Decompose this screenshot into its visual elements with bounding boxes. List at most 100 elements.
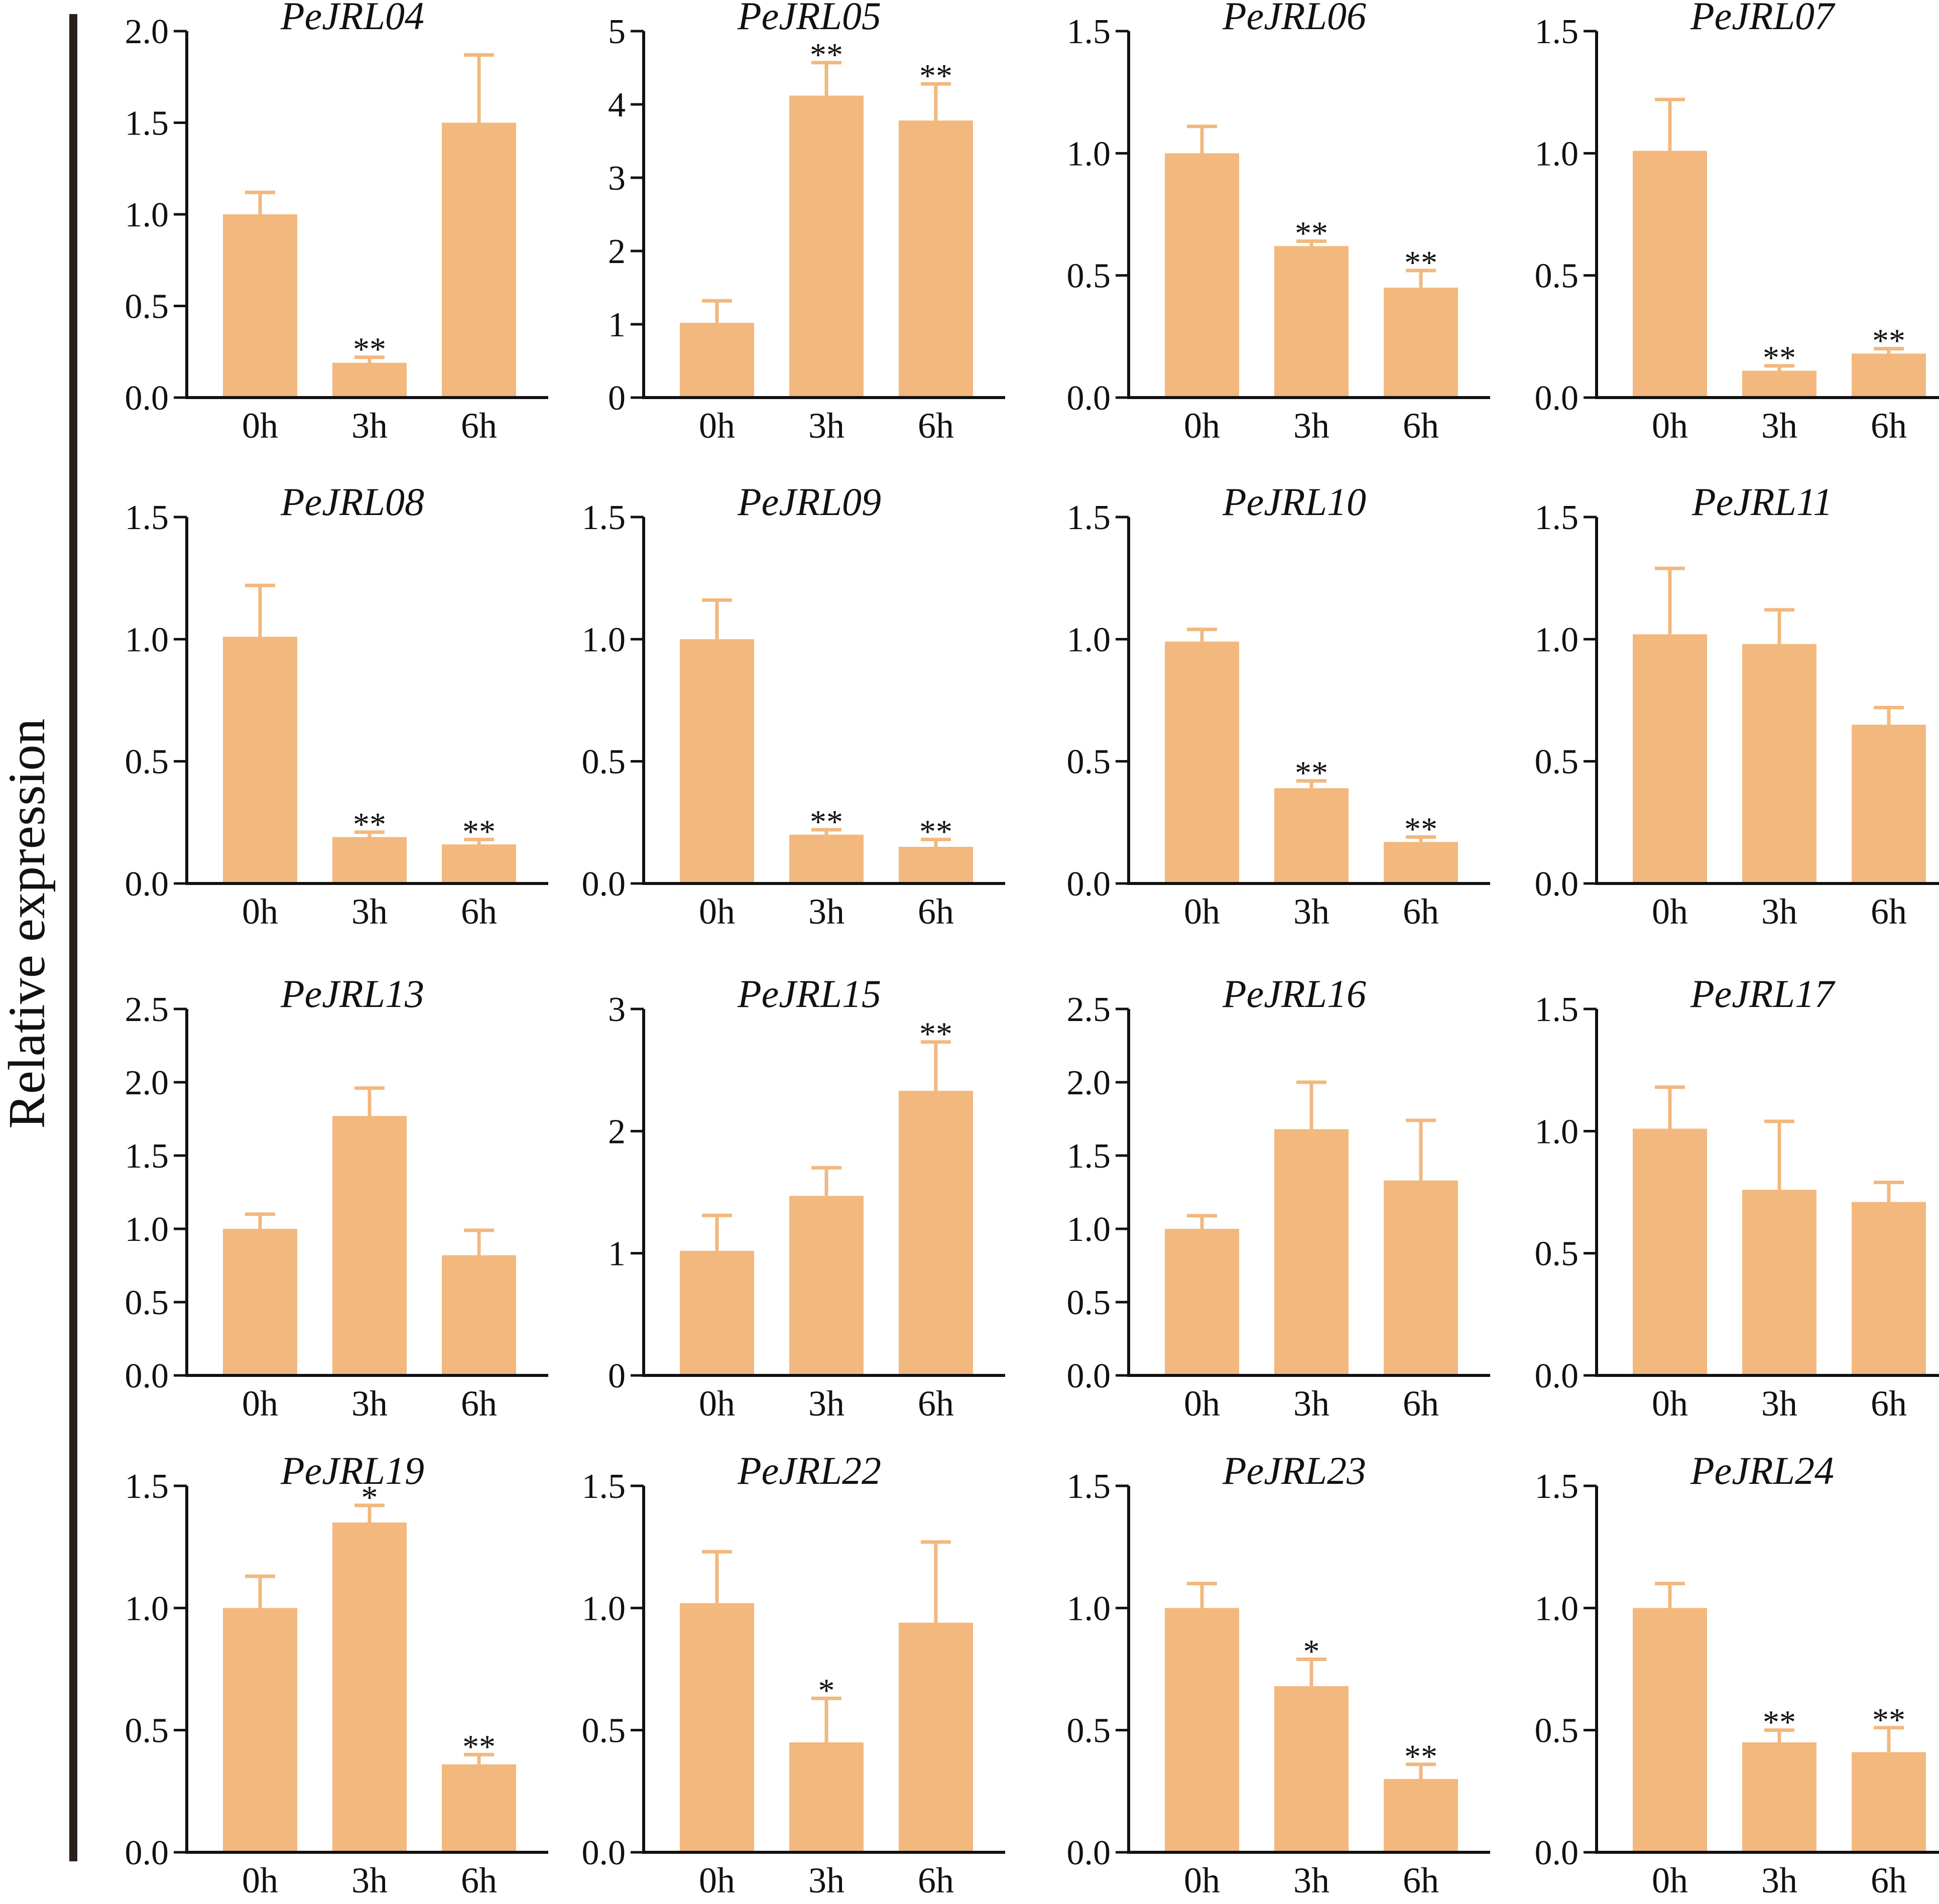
significance-marker: **: [1763, 340, 1796, 376]
bar-6h: [1852, 725, 1926, 883]
y-tick-label: 1: [608, 1235, 626, 1274]
x-tick-label: 3h: [351, 1383, 388, 1424]
x-tick-label: 0h: [242, 1383, 278, 1424]
y-tick-label: 0.5: [125, 1284, 169, 1322]
panel-title: PeJRL09: [737, 480, 881, 524]
bar-3h: [332, 1522, 407, 1852]
y-tick-label: 1.5: [1067, 13, 1111, 51]
y-tick-label: 1.0: [1067, 135, 1111, 173]
y-tick-label: 1.0: [1067, 620, 1111, 659]
panel-title: PeJRL22: [737, 1449, 881, 1492]
bar-3h: [789, 835, 864, 883]
panel-title: PeJRL08: [280, 480, 424, 524]
bar-3h: [332, 1116, 407, 1375]
y-tick-label: 1.0: [125, 620, 169, 659]
y-tick-label: 0.5: [125, 743, 169, 782]
y-tick-label: 0.5: [582, 1712, 626, 1750]
bar-0h: [680, 1603, 754, 1852]
bar-3h: [1274, 246, 1349, 398]
y-tick-label: 2: [608, 232, 626, 271]
y-tick-label: 0.0: [1535, 865, 1579, 904]
panel-title: PeJRL04: [280, 0, 424, 38]
y-tick-label: 1.5: [1067, 498, 1111, 537]
bar-3h: [1274, 788, 1349, 883]
bar-6h: [1384, 1181, 1458, 1375]
y-tick-label: 3: [608, 159, 626, 198]
x-tick-label: 3h: [808, 892, 844, 932]
significance-marker: *: [361, 1479, 378, 1516]
bar-0h: [1165, 153, 1239, 398]
x-tick-label: 0h: [1652, 892, 1688, 932]
bar-0h: [1165, 1229, 1239, 1375]
y-tick-label: 2.0: [125, 13, 169, 51]
x-tick-label: 3h: [351, 1860, 388, 1900]
significance-marker: **: [810, 804, 843, 840]
bar-3h: [789, 1196, 864, 1375]
x-tick-label: 3h: [351, 406, 388, 446]
y-tick-label: 0.0: [1067, 865, 1111, 904]
bar-6h: [442, 123, 516, 398]
y-tick-label: 0: [608, 379, 626, 418]
bar-6h: [1852, 1202, 1926, 1375]
bar-6h: [442, 1255, 516, 1375]
y-tick-label: 1.5: [125, 498, 169, 537]
significance-marker: **: [1404, 244, 1437, 281]
x-tick-label: 6h: [918, 892, 954, 932]
x-tick-label: 0h: [1184, 1860, 1220, 1900]
y-tick-label: 1.0: [1535, 1112, 1579, 1151]
bar-6h: [1852, 353, 1926, 398]
y-tick-label: 1.5: [1535, 498, 1579, 537]
panel-title: PeJRL15: [737, 972, 881, 1016]
x-tick-label: 3h: [1761, 1860, 1797, 1900]
bar-0h: [1633, 1608, 1707, 1852]
x-tick-label: 6h: [461, 1860, 497, 1900]
x-tick-label: 0h: [1184, 1383, 1220, 1424]
panel-title: PeJRL24: [1690, 1449, 1834, 1492]
x-tick-label: 3h: [1761, 1383, 1797, 1424]
bar-0h: [680, 1251, 754, 1375]
significance-marker: *: [1303, 1633, 1320, 1670]
y-tick-label: 0.0: [582, 1834, 626, 1872]
x-tick-label: 3h: [1761, 406, 1797, 446]
y-tick-label: 0.5: [1535, 257, 1579, 296]
y-tick-label: 5: [608, 13, 626, 51]
bar-3h: [789, 1742, 864, 1852]
bar-6h: [1852, 1752, 1926, 1852]
x-tick-label: 6h: [461, 892, 497, 932]
x-tick-label: 0h: [1652, 1860, 1688, 1900]
bar-0h: [680, 323, 754, 398]
y-tick-label: 1.0: [582, 1589, 626, 1628]
y-tick-label: 0.0: [1535, 1357, 1579, 1395]
significance-marker: **: [810, 37, 843, 73]
x-tick-label: 6h: [918, 406, 954, 446]
bar-6h: [1384, 842, 1458, 883]
panel-title: PeJRL05: [737, 0, 881, 38]
y-tick-label: 0.5: [1067, 1284, 1111, 1322]
significance-marker: **: [353, 331, 386, 368]
y-tick-label: 0.0: [1067, 379, 1111, 418]
x-tick-label: 6h: [918, 1860, 954, 1900]
y-tick-label: 1.0: [125, 196, 169, 234]
x-tick-label: 6h: [1871, 406, 1907, 446]
x-tick-label: 3h: [808, 1383, 844, 1424]
significance-marker: **: [919, 1016, 952, 1053]
significance-marker: **: [1404, 1738, 1437, 1775]
y-tick-label: 2.5: [125, 990, 169, 1029]
y-tick-label: 0.5: [1535, 1235, 1579, 1274]
x-tick-label: 6h: [1871, 892, 1907, 932]
significance-marker: **: [1295, 215, 1328, 252]
bar-3h: [332, 363, 407, 398]
x-tick-label: 6h: [1403, 1860, 1439, 1900]
significance-marker: **: [1404, 811, 1437, 848]
y-tick-label: 0.5: [1067, 743, 1111, 782]
x-tick-label: 6h: [1403, 406, 1439, 446]
bar-6h: [899, 847, 973, 883]
bar-0h: [1633, 634, 1707, 883]
y-tick-label: 1.5: [1535, 1467, 1579, 1506]
x-tick-label: 0h: [242, 892, 278, 932]
bar-6h: [1384, 288, 1458, 398]
y-tick-label: 2.0: [125, 1064, 169, 1102]
significance-marker: **: [462, 813, 496, 850]
y-tick-label: 0.5: [1535, 1712, 1579, 1750]
y-tick-label: 0.5: [1067, 257, 1111, 296]
